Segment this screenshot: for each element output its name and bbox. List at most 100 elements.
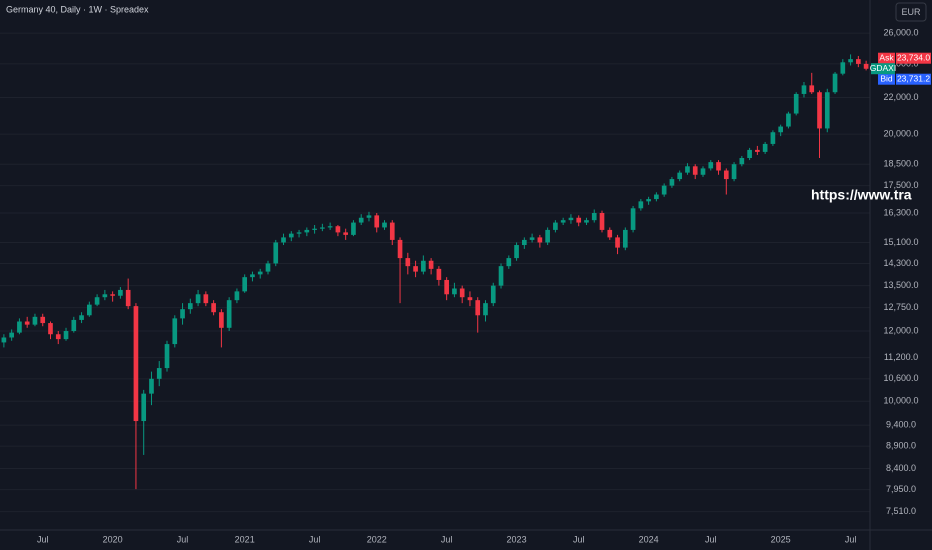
y-tick-label: 10,000.0 — [883, 396, 918, 406]
candle-body — [483, 303, 488, 316]
candle-body — [716, 162, 721, 171]
candle-body — [79, 315, 84, 320]
candle-body — [615, 237, 620, 248]
candle-body — [405, 258, 411, 267]
candle-body — [343, 232, 348, 235]
y-tick-label: 8,400.0 — [886, 463, 916, 473]
candle-body — [55, 334, 61, 340]
price-tag-value: 23,731.2 — [897, 73, 930, 83]
candle-body — [692, 166, 698, 175]
candle-body — [669, 179, 675, 186]
x-tick-label: Jul — [705, 534, 717, 544]
candle-body — [327, 226, 333, 228]
candle-body — [118, 289, 123, 296]
candle-body — [32, 316, 38, 325]
x-tick-label: Jul — [37, 534, 49, 544]
y-tick-label: 11,200.0 — [884, 352, 918, 362]
x-tick-label: Jul — [177, 534, 189, 544]
y-tick-label: 15,100.0 — [883, 237, 918, 247]
candle-body — [195, 294, 201, 304]
candle-body — [584, 220, 589, 223]
candle-body — [172, 318, 178, 345]
candle-body — [685, 166, 690, 173]
candle-body — [351, 222, 356, 235]
candle-body — [529, 237, 535, 240]
candle-body — [320, 227, 325, 229]
symbol-tag-bg — [871, 63, 895, 75]
candle-body — [156, 368, 162, 379]
candle-body — [475, 300, 481, 316]
candle-body — [778, 126, 783, 133]
candle-body — [428, 260, 434, 269]
y-tick-label: 7,510.0 — [886, 506, 916, 516]
candle-body — [599, 212, 605, 230]
y-tick-label: 20,000.0 — [883, 129, 918, 139]
candle-body — [801, 85, 807, 94]
candle-body — [755, 149, 760, 152]
y-tick-label: 10,600.0 — [883, 373, 918, 383]
candle-body — [281, 237, 286, 243]
candle-body — [203, 294, 209, 304]
candle-body — [48, 323, 53, 335]
candle-body — [250, 274, 255, 278]
y-tick-label: 17,500.0 — [883, 180, 918, 190]
price-tag-name-bg — [878, 52, 895, 64]
y-tick-label: 12,000.0 — [883, 325, 918, 335]
candle-body — [211, 303, 216, 313]
candle-body — [856, 59, 861, 64]
candle-body — [180, 309, 185, 319]
candle-body — [498, 266, 504, 286]
y-tick-label: 13,500.0 — [883, 280, 918, 290]
candle-body — [809, 85, 815, 93]
candle-body — [452, 288, 457, 295]
candle-body — [576, 217, 582, 223]
candle-body — [739, 158, 745, 165]
candle-body — [661, 185, 667, 195]
y-tick-label: 8,900.0 — [886, 441, 916, 451]
candle-body — [94, 297, 100, 305]
candle-body — [389, 222, 395, 240]
y-tick-label: 12,750.0 — [883, 302, 918, 312]
candle-body — [708, 162, 714, 169]
price-tag-value: 23,734.0 — [897, 52, 930, 62]
y-tick-label: 26,000.0 — [883, 27, 918, 37]
candle-body — [102, 294, 108, 298]
price-tag-value-bg — [896, 73, 931, 85]
currency-label[interactable]: EUR — [901, 7, 921, 17]
candle-body — [288, 233, 294, 238]
candle-body — [553, 222, 558, 230]
candle-body — [125, 289, 131, 307]
candle-body — [374, 215, 380, 228]
candles — [1, 54, 869, 490]
candle-body — [71, 319, 77, 332]
candle-body — [560, 220, 566, 223]
x-tick-label: 2022 — [367, 534, 387, 544]
candle-body — [700, 168, 706, 175]
price-tag-name: Ask — [879, 52, 894, 62]
candle-body — [444, 279, 449, 295]
candle-body — [24, 321, 30, 325]
candle-body — [786, 113, 791, 127]
candle-body — [490, 285, 496, 304]
chart-title: Germany 40, Daily · 1W · Spreadex — [6, 4, 149, 14]
candle-body — [133, 306, 139, 422]
candle-body — [832, 73, 838, 93]
candle-body — [514, 245, 519, 259]
candle-body — [622, 229, 628, 248]
candle-body — [164, 344, 170, 369]
candle-body — [366, 215, 372, 218]
candle-body — [358, 217, 364, 223]
candle-body — [413, 266, 418, 272]
candle-body — [40, 316, 46, 324]
candle-body — [638, 201, 644, 209]
x-tick-label: 2023 — [507, 534, 527, 544]
candle-body — [335, 226, 341, 233]
x-tick-label: Jul — [845, 534, 857, 544]
currency-button[interactable] — [895, 2, 927, 22]
candle-body — [646, 199, 651, 202]
y-tick-label: 14,300.0 — [883, 258, 918, 268]
candle-body — [382, 222, 387, 228]
candle-body — [397, 239, 403, 259]
